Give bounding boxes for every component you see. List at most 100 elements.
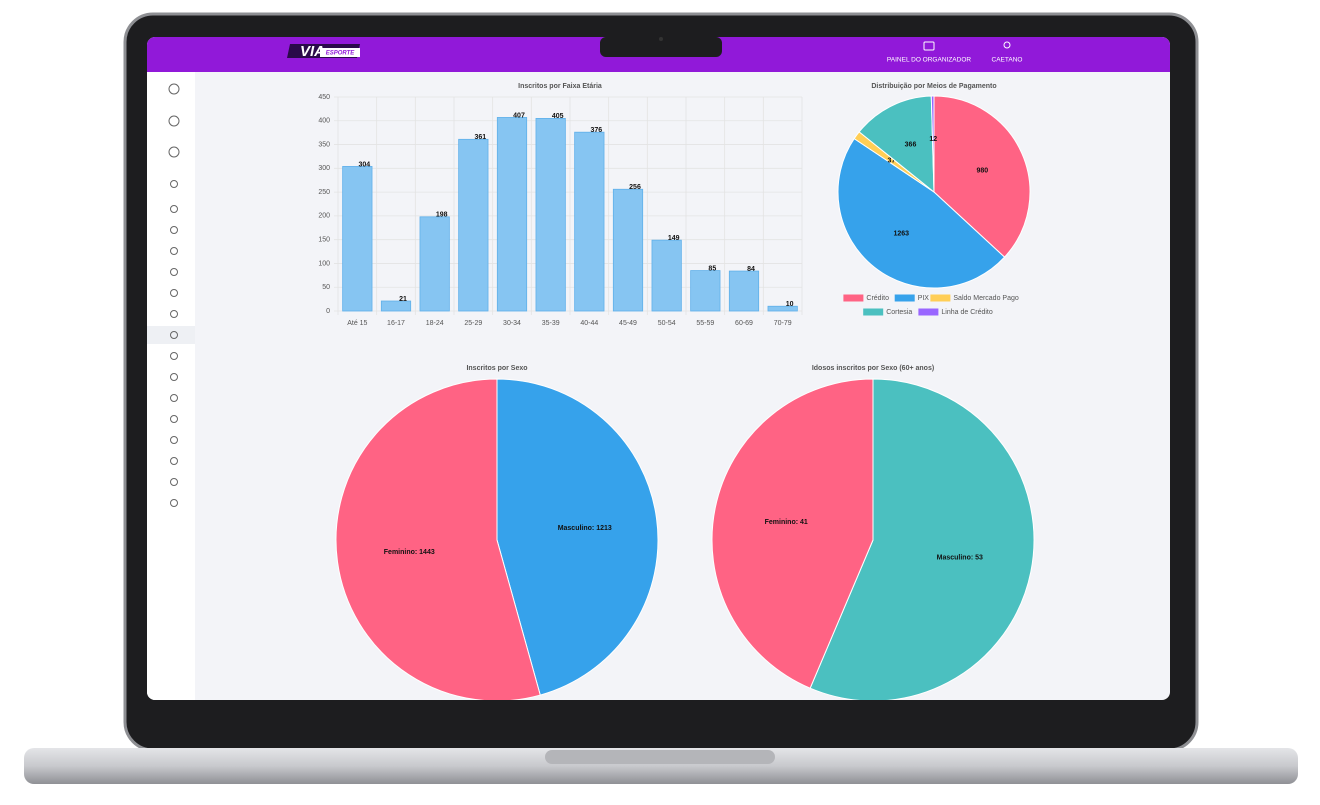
chart-title: Inscritos por Faixa Etária: [518, 83, 602, 90]
panel-icon: [923, 41, 935, 51]
y-tick-label: 400: [318, 118, 330, 125]
legend-label: PIX: [918, 295, 930, 302]
slice-label: 366: [905, 142, 917, 149]
y-tick-label: 300: [318, 165, 330, 172]
sidebar-icon[interactable]: [168, 146, 180, 158]
slice-label: Feminino: 1443: [384, 549, 435, 556]
pie-slice: [933, 95, 1031, 258]
value-label: 407: [513, 112, 525, 119]
legend-label: Crédito: [866, 295, 889, 302]
laptop-base: [24, 748, 1298, 784]
legend-swatch: [843, 294, 864, 302]
camera-notch: [600, 37, 722, 57]
value-label: 21: [399, 296, 407, 303]
value-label: 149: [668, 235, 680, 242]
sidebar-icon[interactable]: [170, 394, 178, 402]
legend-label: Saldo Mercado Pago: [953, 295, 1018, 302]
y-tick-label: 350: [318, 141, 330, 148]
x-tick-label: 55-59: [696, 320, 714, 327]
x-tick-label: 40-44: [580, 320, 598, 327]
y-tick-label: 250: [318, 189, 330, 196]
chart-title: Distribuição por Meios de Pagamento: [871, 83, 996, 90]
pie-slice: [809, 378, 1035, 700]
x-tick-label: 16-17: [387, 320, 405, 327]
value-label: 405: [552, 113, 564, 120]
slice-label: 12: [929, 136, 937, 143]
sidebar-icon[interactable]: [170, 268, 178, 276]
bar: [612, 188, 644, 312]
pie-slice: [858, 95, 935, 194]
sidebar-icon[interactable]: [170, 373, 178, 381]
bar: [728, 270, 760, 312]
value-label: 256: [629, 184, 641, 191]
sidebar-icon[interactable]: [170, 331, 178, 339]
sidebar-icon[interactable]: [168, 83, 180, 95]
legend-swatch: [930, 294, 951, 302]
sidebar-icon[interactable]: [170, 205, 178, 213]
legend-swatch: [894, 294, 915, 302]
value-label: 10: [786, 301, 794, 308]
x-tick-label: 50-54: [658, 320, 676, 327]
y-tick-label: 100: [318, 260, 330, 267]
slice-label: Feminino: 41: [765, 519, 808, 526]
y-tick-label: 200: [318, 213, 330, 220]
value-label: 304: [358, 161, 370, 168]
menu-panel[interactable]: PAINEL DO ORGANIZADOR: [887, 57, 971, 64]
sidebar-icon[interactable]: [170, 247, 178, 255]
laptop-notch: [545, 750, 775, 764]
sidebar-icon[interactable]: [170, 415, 178, 423]
logo-sub: ESPORTE: [326, 51, 356, 57]
sidebar-icon[interactable]: [170, 310, 178, 318]
bar: [574, 131, 605, 312]
chart-title: Inscritos por Sexo: [466, 365, 527, 372]
bar: [535, 118, 566, 312]
value-label: 198: [436, 212, 448, 219]
pie-slice: [930, 95, 935, 193]
sidebar-icon[interactable]: [170, 499, 178, 507]
legend-swatch: [863, 308, 884, 316]
x-tick-label: Até 15: [347, 320, 367, 327]
x-tick-label: 30-34: [503, 320, 521, 327]
bar: [767, 305, 798, 312]
bar: [690, 270, 721, 312]
x-tick-label: 70-79: [774, 320, 792, 327]
chart-title: Idosos inscritos por Sexo (60+ anos): [812, 365, 934, 372]
sidebar-icon[interactable]: [170, 180, 178, 188]
menu-user[interactable]: CAETANO: [992, 57, 1023, 64]
pie-slice: [711, 378, 874, 689]
logo-sub-bg: [320, 48, 360, 57]
slice-label: Masculino: 53: [937, 554, 983, 561]
sidebar-icon[interactable]: [170, 226, 178, 234]
screen: VIA ESPORTE PAINEL DO ORGANIZADOR CAETAN…: [147, 37, 1170, 700]
sidebar-icon[interactable]: [170, 457, 178, 465]
x-tick-label: 60-69: [735, 320, 753, 327]
pie-slice: [837, 137, 1006, 289]
value-label: 376: [590, 127, 602, 134]
sidebar-icon[interactable]: [170, 352, 178, 360]
slice-label: 37: [888, 158, 896, 165]
camera: [659, 37, 663, 41]
slice-label: Masculino: 1213: [558, 525, 612, 532]
y-tick-label: 50: [322, 284, 330, 291]
x-tick-label: 25-29: [464, 320, 482, 327]
pie-slice: [335, 378, 541, 700]
bar: [496, 117, 528, 312]
sidebar-icon[interactable]: [168, 115, 180, 127]
legend-label: Cortesia: [886, 309, 912, 316]
sidebar-icon[interactable]: [170, 289, 178, 297]
sidebar: [147, 72, 195, 700]
legend-swatch: [918, 308, 939, 316]
x-tick-label: 18-24: [426, 320, 444, 327]
x-tick-label: 45-49: [619, 320, 637, 327]
sidebar-icon[interactable]: [170, 478, 178, 486]
logo[interactable]: VIA: [300, 43, 325, 60]
slice-label: 980: [977, 168, 989, 175]
sidebar-icon[interactable]: [170, 436, 178, 444]
bar: [458, 138, 489, 312]
y-tick-label: 0: [326, 308, 330, 315]
y-tick-label: 450: [318, 94, 330, 101]
slice-label: 1263: [894, 230, 910, 237]
x-tick-label: 35-39: [542, 320, 560, 327]
